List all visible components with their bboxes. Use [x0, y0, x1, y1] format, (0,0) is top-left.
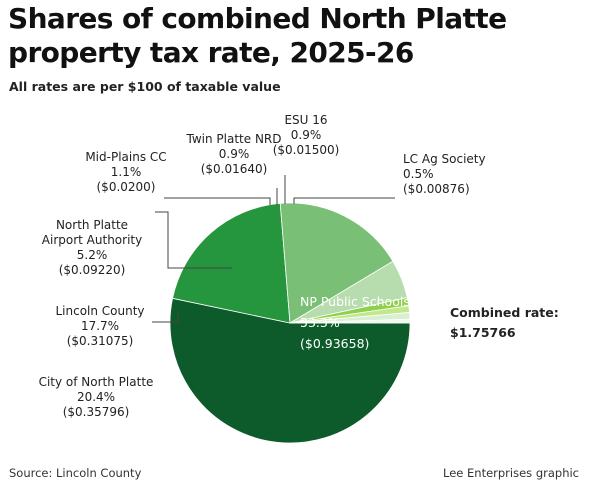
leader-line-lincoln-county — [152, 312, 179, 323]
chart-title: Shares of combined North Platte property… — [8, 2, 583, 70]
slice-label-esu-16: ESU 16 0.9% ($0.01500) — [273, 113, 340, 157]
combined-rate-value: $1.75766 — [450, 325, 516, 340]
leader-line-lc-ag-society — [293, 197, 395, 204]
slice-label-lincoln-county: Lincoln County 17.7% ($0.31075) — [55, 304, 144, 348]
leader-line-north-platte-airport-authority — [155, 211, 232, 269]
pie-slice-lc-ag-society — [289, 318, 411, 324]
leader-line-mid-plains-cc — [164, 197, 271, 205]
slice-label-mid-plains-cc: Mid-Plains CC 1.1% ($0.0200) — [85, 150, 166, 194]
chart-subtitle: All rates are per $100 of taxable value — [9, 79, 281, 94]
combined-rate-label: Combined rate: — [450, 305, 559, 320]
slice-label-city-of-north-platte: City of North Platte 20.4% ($0.35796) — [39, 375, 154, 419]
pie-slices — [169, 202, 411, 444]
pie-slice-np-public-schools — [169, 297, 411, 444]
slice-label-lc-ag-society: LC Ag Society 0.5% ($0.00876) — [403, 152, 486, 196]
title-line-1: Shares of combined North Platte — [8, 2, 507, 35]
slice-label-north-platte-airport-authority: North Platte Airport Authority 5.2% ($0.092… — [42, 218, 142, 277]
slice-label-twin-platte-nrd: Twin Platte NRD 0.9% ($0.01640) — [186, 132, 282, 176]
pie-slice-lincoln-county — [279, 202, 394, 324]
source-note: Source: Lincoln County — [9, 466, 142, 480]
combined-rate: Combined rate: $1.75766 — [450, 303, 559, 343]
leader-lines — [152, 175, 395, 323]
title-line-2: property tax rate, 2025-26 — [8, 36, 414, 69]
slice-label-np-public-schools: NP Public Schools 53.3% ($0.93658) — [300, 294, 410, 351]
pie-slice-city-of-north-platte — [172, 202, 291, 324]
credit-note: Lee Enterprises graphic — [443, 466, 579, 480]
